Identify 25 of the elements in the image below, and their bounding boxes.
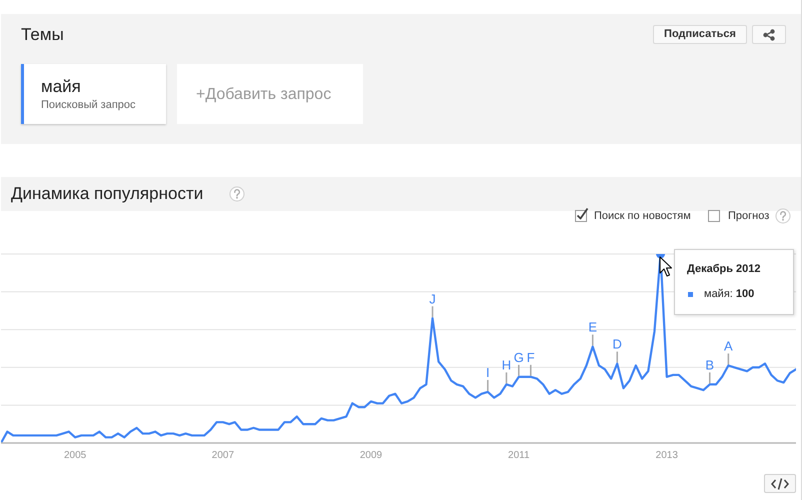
text: +Добавить запрос [196, 85, 332, 105]
annotation: F [526, 350, 535, 365]
tooltip-box: Декабрь 2012 майя: 100 [674, 249, 794, 315]
text: Темы [21, 24, 64, 46]
annotation: G [514, 350, 524, 365]
x-tick-label: 2005 [64, 450, 87, 462]
annotation: D [612, 336, 622, 352]
annotation: H [502, 357, 512, 372]
text: Поиск по новостям [594, 209, 691, 223]
x-tick-label: 2009 [360, 450, 383, 462]
annotation: E [588, 320, 598, 335]
annotation: майя: 100 [704, 288, 754, 300]
subscribe-button: Подписаться [653, 25, 747, 44]
x-tick-label: 2007 [212, 450, 234, 462]
x-tick-label: 2013 [656, 450, 678, 462]
annotation: Декабрь 2012 [687, 262, 761, 276]
annotation: I [486, 364, 490, 380]
annotation: A [724, 338, 734, 354]
text: майя [41, 77, 81, 97]
annotation: J [429, 291, 436, 306]
annotation: B [705, 357, 714, 372]
text: Прогноз [728, 209, 770, 223]
chart-title: Динамика популярности [11, 183, 204, 205]
text: Поисковый запрос [41, 98, 136, 112]
x-tick-label: 2011 [508, 450, 530, 462]
